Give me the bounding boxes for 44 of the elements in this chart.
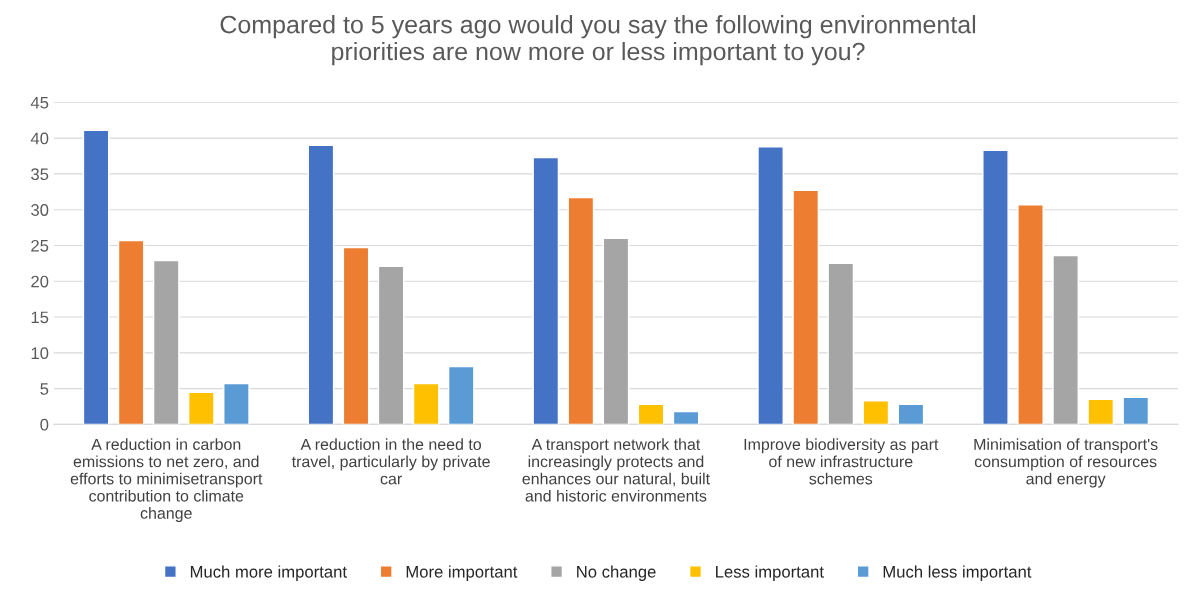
legend-label: More important bbox=[406, 565, 518, 581]
x-tick-label: Improve biodiversity as part of new infrastructure schemes bbox=[744, 438, 939, 485]
y-tick-label: 10 bbox=[31, 347, 49, 360]
bar bbox=[827, 262, 855, 425]
bar bbox=[377, 265, 405, 425]
bar bbox=[117, 239, 145, 425]
x-tick-label: A reduction in the need to travel, particularly by private car bbox=[291, 438, 490, 485]
bar bbox=[532, 156, 560, 425]
y-tick-label: 25 bbox=[31, 239, 49, 252]
legend-label: Less important bbox=[716, 565, 824, 581]
x-tick-label: Minimisation of transport's consumption of resources and energy bbox=[974, 438, 1158, 488]
bar bbox=[602, 237, 630, 425]
y-tick-label: 5 bbox=[40, 383, 49, 395]
bar bbox=[82, 129, 110, 425]
y-tick-label: 45 bbox=[30, 96, 49, 109]
bar bbox=[862, 400, 890, 425]
bar bbox=[1052, 254, 1079, 425]
y-tick-label: 35 bbox=[31, 168, 49, 181]
bar bbox=[1087, 398, 1115, 425]
bar bbox=[412, 382, 440, 425]
bar bbox=[567, 196, 595, 425]
bar bbox=[223, 382, 250, 425]
bar bbox=[637, 403, 665, 425]
bar bbox=[792, 189, 820, 425]
bar bbox=[1122, 396, 1150, 425]
legend-label: No change bbox=[577, 565, 656, 581]
y-tick-label: 15 bbox=[31, 311, 49, 324]
y-tick-label: 40 bbox=[30, 132, 49, 145]
bar bbox=[187, 391, 215, 425]
bar bbox=[672, 410, 700, 425]
y-tick-label: 0 bbox=[40, 418, 49, 431]
y-tick-label: 20 bbox=[31, 275, 49, 288]
bar bbox=[757, 146, 784, 425]
x-tick-label: A transport network that increasingly protects and enhances our natural, built and historic environments bbox=[522, 438, 710, 502]
bar bbox=[307, 144, 335, 425]
legend-label: Much more important bbox=[190, 565, 347, 581]
x-tick-label: A reduction in carbon emissions to net zero, and efforts to minimisetransport contribution to climate change bbox=[70, 438, 263, 522]
legend-label: Much less important bbox=[883, 565, 1032, 581]
bar bbox=[342, 246, 370, 425]
bar bbox=[447, 365, 475, 425]
bar bbox=[152, 259, 180, 425]
y-tick-label: 30 bbox=[31, 204, 49, 216]
chart-title: Compared to 5 years ago would you say the following environmental priorities are now more or less important to you? bbox=[220, 15, 976, 66]
bar bbox=[897, 403, 925, 425]
